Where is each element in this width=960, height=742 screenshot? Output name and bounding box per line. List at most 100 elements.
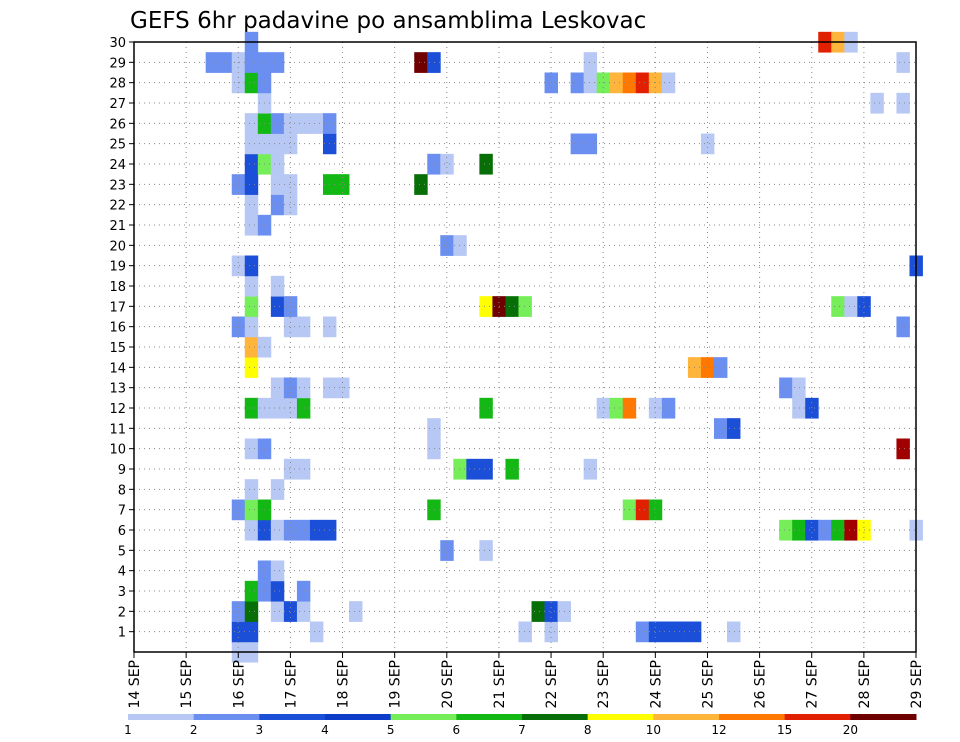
legend-swatch — [193, 714, 260, 720]
y-tick-label: 16 — [109, 321, 126, 336]
y-tick-label: 17 — [109, 300, 126, 315]
precip-cell — [336, 174, 350, 195]
precip-cell — [583, 458, 598, 480]
precip-cell — [870, 92, 884, 114]
precip-cell — [896, 316, 910, 338]
precip-cell — [231, 255, 246, 277]
precip-cell — [270, 153, 285, 175]
precip-cell — [531, 601, 545, 622]
legend-swatch — [587, 714, 654, 720]
precip-cell — [244, 621, 259, 643]
precip-cell — [505, 296, 519, 317]
precip-cell — [427, 418, 441, 439]
y-tick-label: 21 — [109, 219, 126, 234]
precip-cell — [296, 316, 311, 338]
precip-cell — [596, 397, 611, 419]
y-tick-label: 24 — [109, 158, 126, 173]
y-tick-label: 2 — [118, 605, 126, 620]
y-tick-label: 5 — [118, 544, 126, 559]
legend-label: 6 — [453, 723, 461, 737]
x-tick-label: 27 SEP — [805, 660, 821, 708]
precip-cell — [453, 458, 467, 480]
y-tick-label: 3 — [118, 585, 126, 600]
precip-cell — [244, 438, 259, 460]
precip-cell — [270, 479, 285, 500]
x-tick-label: 19 SEP — [388, 660, 404, 708]
precip-cell — [309, 113, 324, 134]
precip-cell — [896, 52, 910, 73]
y-tick-label: 13 — [109, 382, 126, 397]
y-tick-label: 18 — [109, 280, 126, 295]
y-tick-label: 28 — [109, 77, 126, 92]
precip-cell — [648, 621, 663, 643]
precip-cell — [231, 316, 246, 338]
precip-cell — [648, 397, 663, 419]
legend-swatch — [456, 714, 523, 720]
precip-cell — [831, 519, 845, 541]
y-tick-label: 25 — [109, 138, 126, 153]
precip-cell — [270, 377, 285, 399]
x-tick-label: 21 SEP — [492, 660, 508, 708]
x-tick-label: 18 SEP — [336, 660, 352, 708]
precip-cell — [283, 458, 298, 480]
legend-swatch — [784, 714, 851, 720]
precip-cell — [244, 133, 259, 155]
precip-cell — [831, 296, 845, 317]
precip-cell — [270, 296, 285, 317]
precip-cell — [231, 499, 246, 521]
y-tick-label: 30 — [109, 36, 126, 51]
precip-cell — [779, 519, 793, 541]
legend-label: 10 — [646, 723, 661, 737]
precip-cell — [244, 52, 259, 73]
precip-cell — [231, 621, 246, 643]
y-tick-label: 14 — [109, 361, 126, 376]
precip-cell — [244, 296, 259, 317]
y-tick-label: 9 — [118, 463, 126, 478]
precip-cell — [244, 113, 259, 134]
precip-cell — [896, 438, 910, 460]
precip-cell — [283, 601, 298, 622]
legend-swatch — [128, 714, 195, 720]
precip-cell — [583, 72, 598, 94]
precip-cell — [244, 153, 259, 175]
precip-cell — [427, 499, 441, 521]
precip-cell — [244, 214, 259, 236]
x-tick-label: 16 SEP — [231, 660, 247, 708]
precip-cell — [713, 418, 728, 439]
precip-cell — [805, 519, 819, 541]
precip-cell — [792, 397, 806, 419]
precip-cell — [270, 560, 285, 582]
precip-cell — [205, 52, 220, 73]
x-tick-label: 20 SEP — [440, 660, 456, 708]
y-tick-label: 19 — [109, 260, 126, 275]
precip-cell — [244, 479, 259, 500]
precip-cell — [283, 174, 298, 195]
precip-cell — [270, 52, 285, 73]
precip-cell — [570, 133, 585, 155]
precip-cell — [505, 458, 519, 480]
precip-cell — [309, 519, 324, 541]
precip-cell — [244, 601, 259, 622]
precip-cell — [792, 519, 806, 541]
precip-cell — [283, 194, 298, 216]
x-tick-label: 29 SEP — [909, 660, 925, 708]
precip-cell — [466, 458, 480, 480]
y-tick-label: 27 — [109, 97, 126, 112]
x-tick-label: 22 SEP — [544, 660, 560, 708]
precip-cell — [270, 113, 285, 134]
precip-cell — [309, 621, 324, 643]
y-tick-label: 23 — [109, 178, 126, 193]
precip-cell — [270, 519, 285, 541]
y-tick-label: 4 — [118, 565, 126, 580]
x-tick-label: 25 SEP — [700, 660, 716, 708]
precip-cell — [231, 601, 246, 622]
precip-cell — [479, 458, 493, 480]
precip-cell — [570, 72, 585, 94]
legend-label: 8 — [584, 723, 592, 737]
precip-cell — [648, 499, 663, 521]
color-legend: 1 2 3 4 5 6 7 8 10 12 15 20 — [124, 714, 917, 737]
precip-cell — [349, 601, 363, 622]
precip-cell — [544, 601, 558, 622]
legend-label: 7 — [518, 723, 526, 737]
precip-cell — [713, 357, 728, 378]
